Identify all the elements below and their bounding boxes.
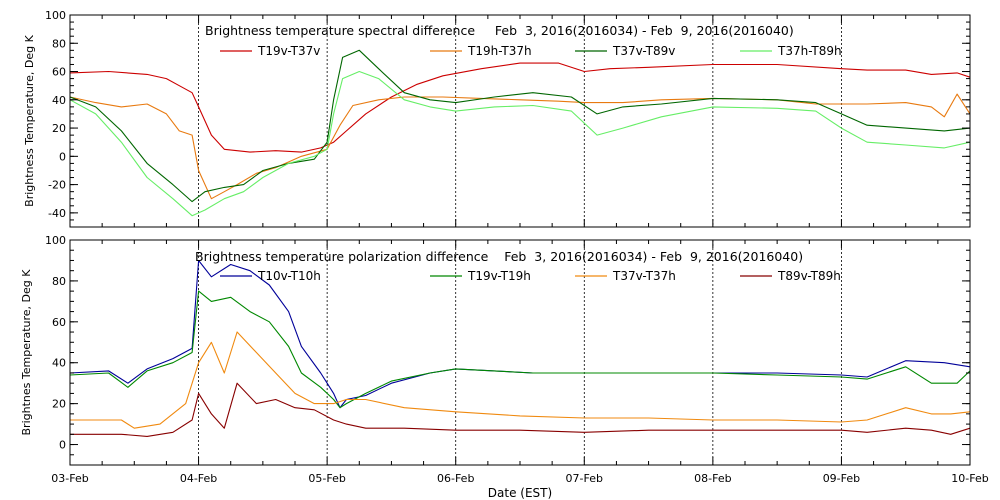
x-tick-label: 04-Feb bbox=[180, 472, 217, 485]
y-axis-label: Brightnes Temperature, Deg K bbox=[20, 269, 33, 436]
x-tick-label: 08-Feb bbox=[694, 472, 731, 485]
series-line-T37v-T37h bbox=[70, 331, 971, 429]
series-line-T37h-T89h bbox=[69, 70, 971, 217]
y-tick-label: 60 bbox=[52, 66, 66, 79]
legend-label: T10v-T10h bbox=[257, 269, 321, 283]
legend-label: T19v-T19h bbox=[467, 269, 531, 283]
y-tick-label: 0 bbox=[59, 439, 66, 452]
x-tick-label: 10-Feb bbox=[951, 472, 988, 485]
x-axis-label: Date (EST) bbox=[488, 486, 552, 500]
chart-panel-2: 0 20 40 60 80 100 Brightnes Temperature, Deg K… bbox=[20, 234, 971, 466]
y-axis-label: Brightness Temperature, Deg K bbox=[23, 34, 36, 206]
series-line-T89v-T89h bbox=[70, 382, 971, 437]
chart-title: Brightness temperature polarization diff… bbox=[195, 249, 803, 264]
y-tick-label: 40 bbox=[52, 94, 66, 107]
y-tick-label: 20 bbox=[52, 398, 66, 411]
y-tick-label: 80 bbox=[52, 37, 66, 50]
x-tick-label: 05-Feb bbox=[308, 472, 345, 485]
y-tick-label: -40 bbox=[48, 207, 66, 220]
y-tick-label: 40 bbox=[52, 357, 66, 370]
legend-label: T19v-T37v bbox=[257, 44, 320, 58]
legend-label: T37h-T89h bbox=[777, 44, 842, 58]
y-tick-label: 20 bbox=[52, 122, 66, 135]
x-tick-label: 09-Feb bbox=[823, 472, 860, 485]
y-tick-label: 0 bbox=[59, 150, 66, 163]
series-line-T10v-T10h bbox=[69, 259, 971, 409]
legend-label: T37v-T37h bbox=[612, 269, 676, 283]
series-line-T37v-T89v bbox=[69, 49, 971, 203]
series-line-T19v-T37v bbox=[69, 62, 971, 153]
legend-label: T19h-T37h bbox=[467, 44, 532, 58]
series-line-T19h-T37h bbox=[69, 93, 971, 200]
chart-title: Brightness temperature spectral differen… bbox=[205, 23, 794, 38]
series-line-T19v-T19h bbox=[69, 290, 971, 409]
legend-label: T37v-T89v bbox=[612, 44, 675, 58]
y-tick-label: 80 bbox=[52, 275, 66, 288]
y-tick-label: -20 bbox=[48, 179, 66, 192]
x-tick-label: 07-Feb bbox=[566, 472, 603, 485]
y-tick-label: 60 bbox=[52, 316, 66, 329]
legend-label: T89v-T89h bbox=[777, 269, 841, 283]
chart-panel-1: -40 -20 0 20 40 60 80 100 Brightness Temperature… bbox=[23, 9, 971, 228]
y-tick-label: 100 bbox=[45, 9, 66, 22]
x-tick-label: 06-Feb bbox=[437, 472, 474, 485]
y-tick-label: 100 bbox=[45, 234, 66, 247]
x-tick-label: 03-Feb bbox=[51, 472, 88, 485]
